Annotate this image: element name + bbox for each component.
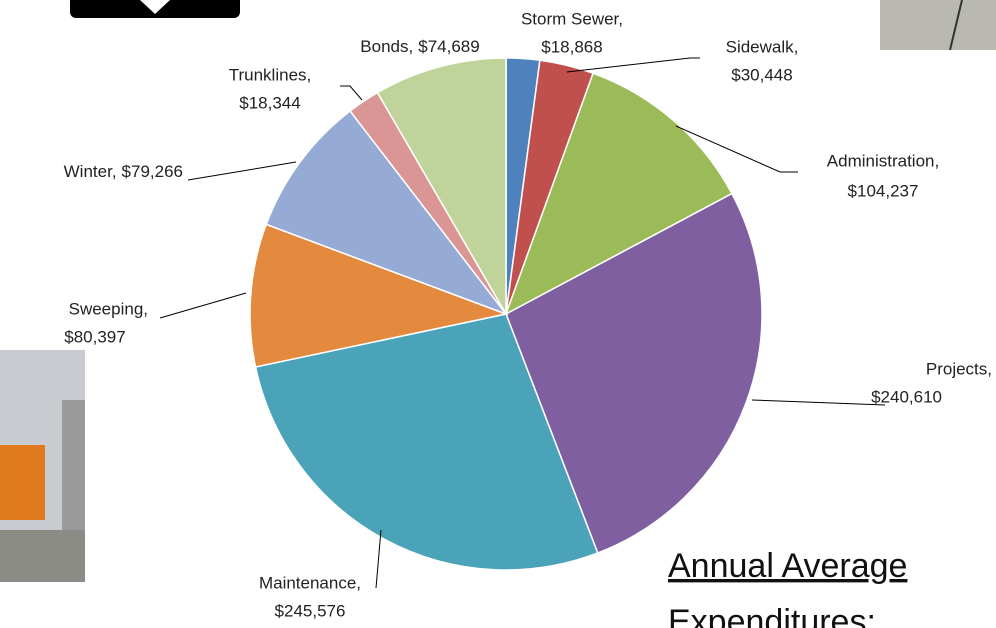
category-label: Maintenance, — [259, 573, 361, 592]
category-label: Bonds, — [360, 37, 413, 56]
data-label: Winter, $79,266 — [64, 162, 183, 181]
value-label: $18,344 — [239, 93, 300, 112]
value-label: $79,266 — [122, 162, 183, 181]
photo-ground — [0, 530, 85, 582]
pie-slice — [505, 192, 763, 554]
leader-line — [187, 161, 297, 181]
photo-detail — [949, 0, 963, 51]
value-label: $74,689 — [418, 37, 479, 56]
value-label: $104,237 — [848, 181, 919, 200]
leader-line — [159, 292, 247, 319]
category-label: Administration, — [827, 151, 939, 170]
category-label: Storm Sewer, — [521, 9, 623, 28]
photo-top-right — [880, 0, 996, 50]
value-label: $18,868 — [541, 37, 602, 56]
pie-slice — [504, 72, 733, 316]
value-label: $245,576 — [275, 601, 346, 620]
value-label: $80,397 — [64, 327, 125, 346]
photo-truck-cab — [0, 445, 45, 520]
pie-slice — [254, 313, 599, 571]
category-label: Sidewalk, — [726, 37, 799, 56]
leader-line — [566, 57, 700, 73]
category-label: Sweeping, — [69, 299, 148, 318]
category-label: Projects, — [926, 359, 992, 378]
pie-slice — [376, 57, 507, 317]
leader-line — [751, 399, 886, 406]
subheading: Expenditures: — [668, 603, 876, 628]
category-label: Winter, — [64, 162, 117, 181]
pie-slice — [265, 109, 509, 316]
leader-line — [375, 529, 382, 589]
leader-line — [340, 85, 363, 101]
pie-chart: Storm Sewer, $18,868 Sidewalk, $30,448 Admin… — [64, 9, 992, 620]
chevron-icon — [140, 0, 170, 14]
value-label: $240,610 — [871, 387, 942, 406]
heading: Annual Average — [668, 547, 907, 585]
value-label: $30,448 — [731, 65, 792, 84]
data-label: Bonds, $74,689 — [360, 37, 479, 56]
photo-building — [62, 400, 85, 530]
leader-line — [675, 125, 798, 173]
pie-slice — [249, 223, 509, 368]
category-label: Trunklines, — [229, 65, 312, 84]
